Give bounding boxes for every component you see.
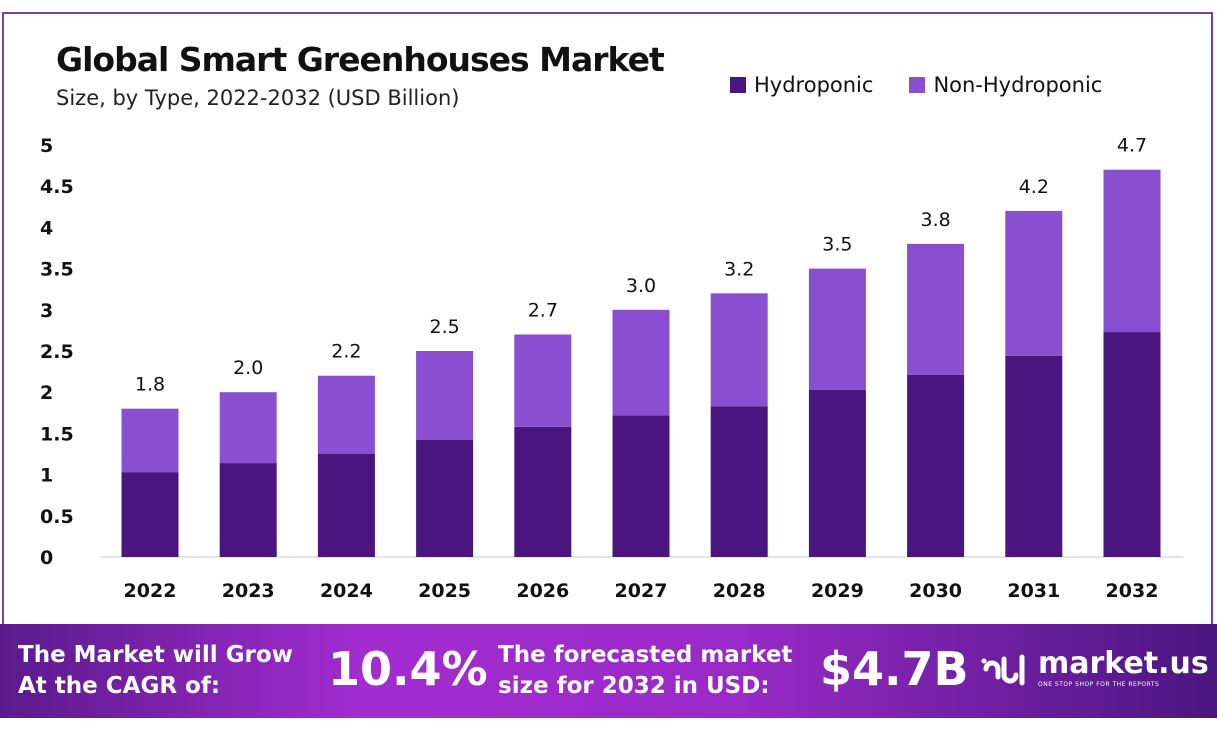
bar-hydroponic-2031 <box>1005 355 1063 557</box>
bar-hydroponic-2024 <box>317 454 375 557</box>
logo-icon <box>981 654 1025 686</box>
bar-hydroponic-2029 <box>808 389 866 557</box>
brand-tagline: ONE STOP SHOP FOR THE REPORTS <box>1038 681 1160 688</box>
total-label: 2.7 <box>528 300 558 322</box>
y-tick-label: 1.5 <box>40 423 74 445</box>
bar-hydroponic-2025 <box>416 439 474 557</box>
x-tick-label: 2032 <box>1106 580 1159 602</box>
bar-hydroponic-2026 <box>514 426 572 557</box>
total-label: 4.7 <box>1117 135 1147 157</box>
x-tick-label: 2031 <box>1007 580 1060 602</box>
bar-non-hydroponic-2031 <box>1005 210 1063 356</box>
forecast-label: The forecasted market size for 2032 in U… <box>498 642 793 699</box>
x-tick-label: 2029 <box>811 580 864 602</box>
y-tick-label: 1 <box>40 465 53 487</box>
y-tick-label: 3 <box>40 300 53 322</box>
forecast-value: $4.7B <box>820 642 969 696</box>
chart-plot: 0 0.5 1 1.5 2 2.5 3 3.5 4 4.5 5 1.8 2022 2.0 2023 2.2 20… <box>40 135 1183 602</box>
x-tick-label: 2022 <box>124 580 177 602</box>
bar-hydroponic-2023 <box>219 463 277 557</box>
y-tick-label: 2.5 <box>40 341 74 363</box>
total-label: 2.5 <box>429 316 459 338</box>
total-label: 4.2 <box>1019 176 1049 198</box>
cagr-label: The Market will Grow At the CAGR of: <box>18 642 293 699</box>
x-tick-label: 2027 <box>615 580 668 602</box>
bar-non-hydroponic-2023 <box>219 392 277 464</box>
y-tick-label: 4 <box>40 217 53 239</box>
legend-item-non-hydroponic: Non-Hydroponic <box>909 73 1102 97</box>
y-tick-label: 0 <box>40 547 53 569</box>
brand-name: market.us <box>1038 646 1209 681</box>
bar-non-hydroponic-2022 <box>121 408 179 473</box>
bar-non-hydroponic-2027 <box>612 309 670 416</box>
bar-non-hydroponic-2024 <box>317 375 375 454</box>
legend: Hydroponic Non-Hydroponic <box>730 73 1102 97</box>
total-label: 3.2 <box>724 258 754 280</box>
bar-hydroponic-2030 <box>907 374 965 557</box>
legend-swatch <box>730 77 746 93</box>
total-label: 2.2 <box>331 341 361 363</box>
y-tick-label: 5 <box>40 135 53 157</box>
bar-non-hydroponic-2030 <box>907 243 965 375</box>
legend-label: Hydroponic <box>754 73 874 97</box>
bar-non-hydroponic-2029 <box>808 268 866 390</box>
total-label: 2.0 <box>233 357 263 379</box>
bar-hydroponic-2022 <box>121 472 179 557</box>
cagr-value: 10.4% <box>328 642 488 696</box>
total-label: 3.0 <box>626 275 656 297</box>
chart-frame <box>2 12 1213 624</box>
total-label: 3.5 <box>822 234 852 256</box>
y-tick-label: 2 <box>40 382 53 404</box>
y-tick-label: 3.5 <box>40 259 74 281</box>
x-tick-label: 2028 <box>713 580 766 602</box>
bar-hydroponic-2027 <box>612 415 670 557</box>
total-label: 1.8 <box>135 374 165 396</box>
y-tick-label: 4.5 <box>40 176 74 198</box>
x-tick-label: 2025 <box>418 580 471 602</box>
bar-hydroponic-2028 <box>710 406 768 557</box>
market-us-logo: market.us ONE STOP SHOP FOR THE REPORTS <box>980 646 1209 688</box>
bar-hydroponic-2032 <box>1103 332 1161 557</box>
legend-swatch <box>909 77 926 93</box>
x-tick-label: 2023 <box>222 580 275 602</box>
x-tick-label: 2026 <box>516 580 569 602</box>
x-tick-label: 2030 <box>909 580 962 602</box>
chart-subtitle: Size, by Type, 2022-2032 (USD Billion) <box>56 86 460 110</box>
bar-non-hydroponic-2026 <box>514 334 572 427</box>
y-tick-label: 0.5 <box>40 506 74 528</box>
bar-non-hydroponic-2028 <box>710 293 768 407</box>
total-label: 3.8 <box>920 209 950 231</box>
legend-item-hydroponic: Hydroponic <box>730 73 873 97</box>
footer-banner: The Market will Grow At the CAGR of: 10.… <box>0 624 1217 718</box>
bar-non-hydroponic-2025 <box>416 351 474 440</box>
chart-title: Global Smart Greenhouses Market <box>56 40 665 79</box>
legend-label: Non-Hydroponic <box>933 73 1103 97</box>
x-tick-label: 2024 <box>320 580 373 602</box>
bar-non-hydroponic-2032 <box>1103 169 1161 333</box>
